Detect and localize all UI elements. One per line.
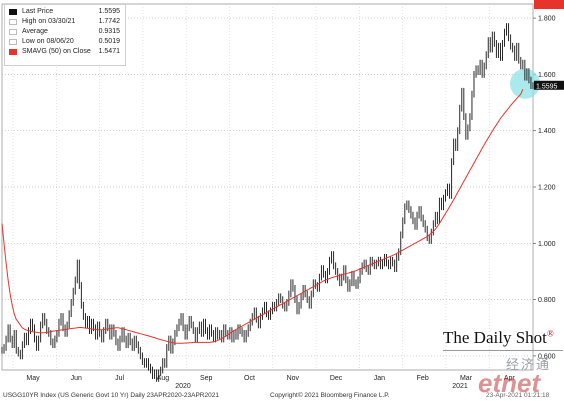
legend-row-sma: SMAVG (50) on Close 1.5471: [8, 48, 124, 57]
legend-swatch-last-price: [9, 9, 17, 15]
y-tick-label: 1.000: [538, 241, 556, 248]
y-tick-label: 1.400: [538, 128, 556, 135]
legend-label: Average: [22, 28, 48, 35]
x-month-label: Mar: [460, 375, 473, 382]
highlight-circle: [510, 68, 540, 99]
legend-value: 1.5595: [98, 8, 120, 15]
footer-copyright: Copyright© 2021 Bloomberg Finance L.P.: [270, 392, 390, 399]
legend-value: 0.9315: [98, 28, 120, 35]
legend-label: Low on 08/06/20: [22, 38, 74, 45]
x-month-label: Nov: [287, 375, 300, 382]
legend-swatch-low: [9, 39, 17, 45]
footer-index-desc: USGG10YR Index (US Generic Govt 10 Yr) D…: [3, 392, 219, 399]
watermark-etnet: etnet: [478, 368, 541, 398]
sma-line: [1, 89, 524, 344]
sma-price-tag: 1.5471: [536, 0, 558, 2]
x-month-label: Jun: [71, 375, 82, 382]
x-month-label: Oct: [244, 375, 255, 382]
x-month-label: Jul: [115, 375, 124, 382]
x-month-label: Feb: [417, 375, 429, 382]
y-tick-label: 0.600: [538, 353, 556, 360]
y-tick-label: 1.200: [538, 185, 556, 192]
x-month-label: Sep: [200, 375, 213, 382]
brand-underline: [443, 350, 563, 351]
legend-row-average: Average 0.9315: [8, 28, 124, 37]
last-price-tag-box: [534, 80, 564, 90]
brand-logo: The Daily Shot®: [443, 328, 554, 348]
legend-swatch-sma: [9, 49, 17, 55]
y-tick-label: 0.800: [538, 297, 556, 304]
sma-price-tag-box: [534, 0, 564, 9]
last-price-tag: 1.5595: [536, 83, 558, 90]
legend-row-low: Low on 08/06/20 0.5019: [8, 38, 124, 47]
legend-row-last-price: Last Price 1.5595: [8, 8, 124, 17]
x-month-label: Aug: [157, 375, 170, 382]
legend-value: 1.7742: [98, 18, 120, 25]
x-year-label: 2020: [175, 383, 191, 390]
brand-mark: ®: [546, 328, 554, 339]
x-month-label: May: [26, 375, 40, 382]
y-tick-label: 1.600: [538, 72, 556, 79]
legend-label: SMAVG (50) on Close: [22, 48, 91, 55]
footer-timestamp: 23-Apr-2021 01:21:18: [486, 392, 550, 399]
watermark-cn: 经济通: [506, 357, 552, 372]
x-year-label: 2021: [452, 383, 468, 390]
legend-label: Last Price: [22, 8, 54, 15]
y-tick-label: 1.800: [538, 16, 556, 23]
x-month-label: Apr: [504, 375, 516, 382]
legend-swatch-average: [9, 29, 17, 35]
x-month-label: Jan: [374, 375, 385, 382]
x-month-label: Dec: [330, 375, 343, 382]
legend: Last Price 1.5595 High on 03/30/21 1.774…: [4, 4, 126, 66]
legend-row-high: High on 03/30/21 1.7742: [8, 18, 124, 27]
legend-value: 0.5019: [98, 38, 120, 45]
brand-name: The Daily Shot: [443, 328, 547, 347]
legend-swatch-high: [9, 19, 17, 25]
legend-value: 1.5471: [98, 48, 120, 55]
legend-label: High on 03/30/21: [22, 18, 76, 25]
